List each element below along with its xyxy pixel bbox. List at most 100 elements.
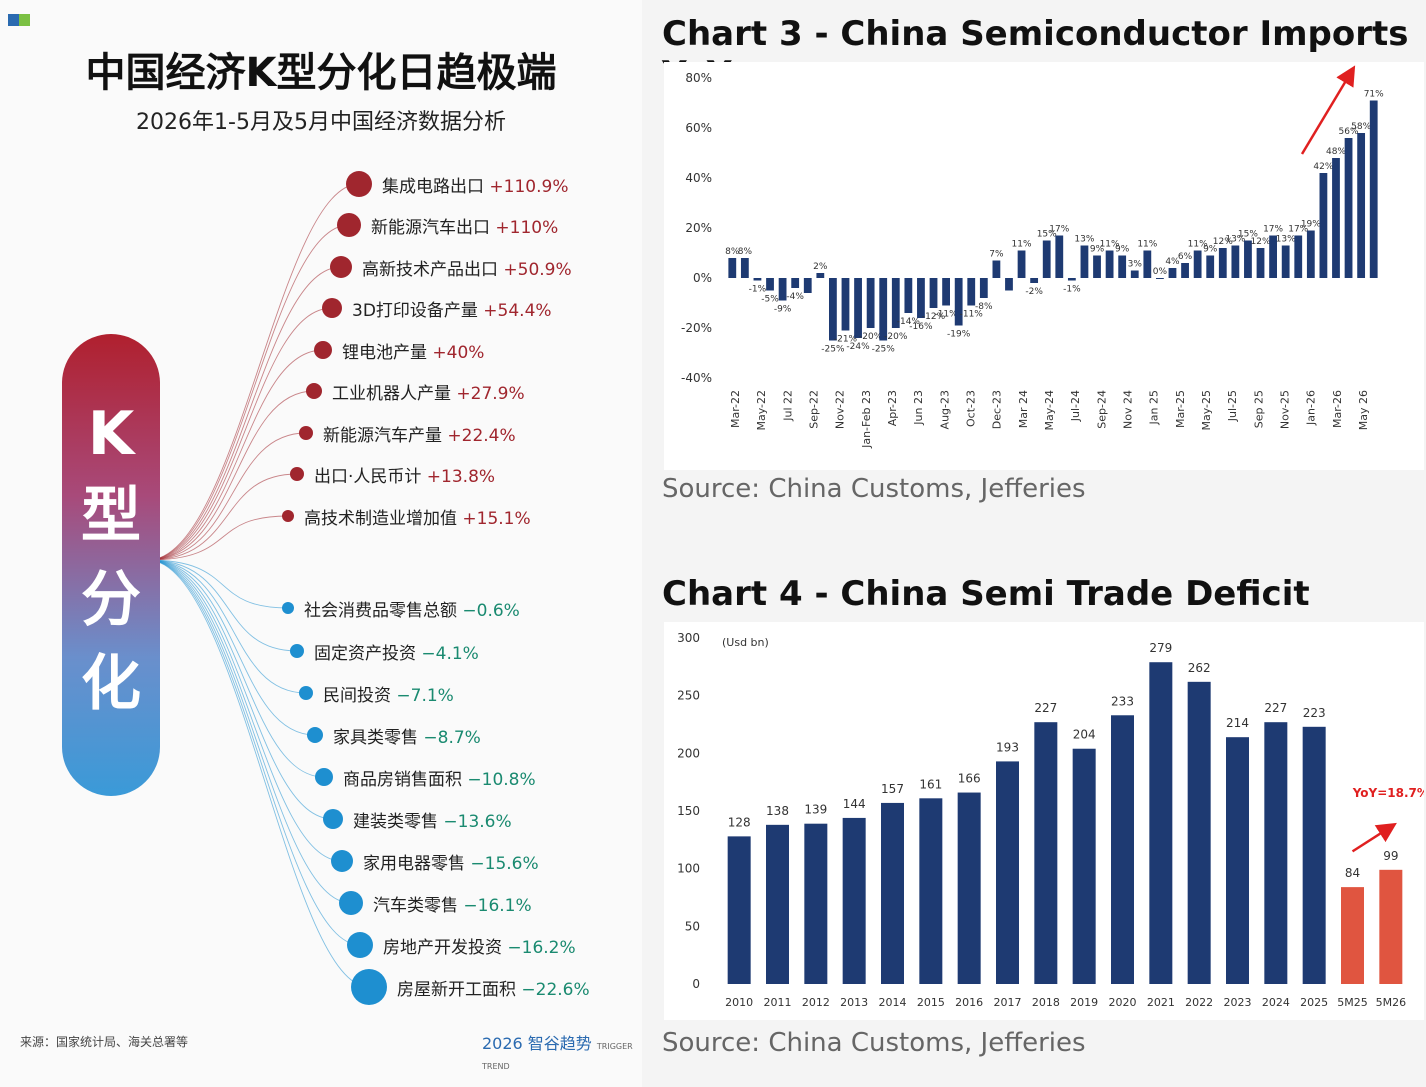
chart4-bar [1302, 726, 1326, 984]
branch-line [147, 473, 298, 561]
x-tick-label: Jan 25 [1148, 390, 1161, 425]
chart3-bar [728, 258, 737, 278]
indicator-item: 家具类零售 −8.7% [333, 723, 481, 748]
x-tick-label: 2017 [994, 996, 1022, 1009]
x-tick-label: 2014 [879, 996, 907, 1009]
indicator-label: 社会消费品零售总额 [304, 601, 457, 621]
chart3-data-label: 17% [1288, 225, 1308, 235]
indicator-value: +110.9% [484, 177, 569, 197]
chart4-data-label: 161 [919, 777, 942, 791]
indicator-item: 民间投资 −7.1% [323, 681, 454, 706]
chart3-bar [1156, 278, 1164, 279]
indicator-item: 家用电器零售 −15.6% [363, 849, 539, 874]
chart3-bar [753, 278, 762, 281]
indicator-value: +54.4% [477, 301, 552, 321]
chart3-bar [942, 278, 950, 306]
x-tick-label: Sep-22 [808, 390, 821, 429]
chart4-bar [1341, 887, 1364, 984]
chart4-bar [1379, 869, 1403, 984]
chart4-data-label: 214 [1226, 716, 1249, 730]
chart3-bar [1168, 268, 1177, 278]
branch-line [147, 559, 370, 988]
x-tick-label: 2012 [802, 996, 830, 1009]
y-tick-label: 40% [685, 171, 712, 185]
indicator-item: 建装类零售 −13.6% [353, 807, 512, 832]
chart4-bar [1034, 722, 1058, 984]
chart4-bar [1187, 681, 1211, 984]
chart4-source: Source: China Customs, Jefferies [662, 1028, 1086, 1058]
chart3-data-label: 9% [1115, 245, 1130, 255]
y-tick-label: 80% [685, 71, 712, 85]
branch-line [147, 183, 360, 561]
chart3-data-label: -24% [846, 342, 870, 352]
marker-dot [315, 768, 333, 786]
chart4-data-label: 223 [1303, 706, 1326, 720]
chart3-data-label: 17% [1263, 225, 1283, 235]
branch-lines [147, 171, 387, 1005]
chart3-data-label: 42% [1313, 162, 1333, 172]
x-tick-label: 2020 [1109, 996, 1137, 1009]
y-tick-label: 200 [677, 746, 700, 760]
x-tick-label: May-25 [1200, 390, 1213, 431]
marker-dot [331, 850, 353, 872]
y-tick-label: 0% [693, 271, 712, 285]
chart3-bar [854, 278, 862, 338]
indicator-label: 房地产开发投资 [383, 938, 502, 958]
chart3-svg: 80%60%40%20%0%-20%-40%8%8%-1%-5%-9%-4%2%… [681, 65, 1384, 449]
chart3-data-label: 12% [1213, 237, 1233, 247]
chart3-bar [1080, 245, 1089, 278]
chart3-bar [1181, 263, 1189, 278]
x-tick-label: 2024 [1262, 996, 1290, 1009]
indicator-item: 新能源汽车产量 +22.4% [323, 421, 516, 446]
chart4-data-label: 227 [1264, 701, 1287, 715]
y-tick-label: -40% [681, 371, 712, 385]
x-tick-label: Nov-25 [1278, 390, 1291, 429]
indicator-label: 建装类零售 [353, 812, 438, 832]
hua-char: 化 [81, 649, 141, 719]
x-tick-label: Oct-23 [965, 390, 978, 427]
chart3-data-label: 2% [813, 262, 828, 272]
x-tick-label: 2018 [1032, 996, 1060, 1009]
chart3-bar [917, 278, 925, 318]
x-tick-label: 2019 [1070, 996, 1098, 1009]
marker-dot [282, 510, 294, 522]
chart3-data-label: -1% [749, 285, 767, 295]
chart3-bar [829, 278, 837, 341]
chart3-bar [1093, 255, 1101, 278]
branch-line [147, 559, 352, 904]
x-tick-label: Nov-22 [834, 390, 847, 429]
chart3-data-label: -16% [909, 322, 933, 332]
indicator-label: 高新技术产品出口 [362, 260, 498, 280]
indicator-value: +50.9% [498, 260, 572, 280]
chart4-svg: 300 250 200 150 100 50 0 (Usd bn) 128 2010 138 2011… [677, 631, 1426, 1009]
chart3-data-label: 13% [1074, 235, 1094, 245]
indicator-value: −13.6% [438, 812, 512, 832]
indicator-item: 房地产开发投资 −16.2% [383, 933, 576, 958]
x-tick-label: May-24 [1043, 390, 1056, 431]
x-tick-label: May-22 [755, 390, 768, 431]
chart3-bar [1005, 278, 1013, 291]
x-tick-label: Jul-25 [1226, 390, 1239, 422]
chart3-bar [1332, 158, 1340, 278]
x-tick-label: Jan-Feb 23 [860, 390, 873, 449]
chart3-bar [866, 278, 875, 328]
chart3-bar [1319, 173, 1328, 278]
chart3-data-label: 8% [725, 247, 740, 257]
chart3-data-label: -8% [975, 302, 993, 312]
x-tick-label: Mar 24 [1017, 390, 1030, 428]
indicator-label: 商品房销售面积 [343, 770, 462, 790]
chart3-bar [1130, 270, 1139, 278]
brand-logo-text: 2026 智谷趋势 [482, 1034, 592, 1053]
chart3-data-label: -20% [884, 332, 908, 342]
chart4-plot: 300 250 200 150 100 50 0 (Usd bn) 128 2010 138 2011… [664, 622, 1426, 1020]
k-char: K [87, 399, 135, 469]
chart3-bar [954, 278, 963, 326]
x-tick-label: Sep-24 [1095, 390, 1108, 429]
indicator-item: 工业机器人产量 +27.9% [332, 379, 525, 404]
marker-dot [346, 171, 372, 197]
x-tick-label: 2016 [955, 996, 983, 1009]
indicator-value: −4.1% [416, 644, 479, 664]
x-tick-label: 5M26 [1376, 996, 1407, 1009]
branch-line [147, 559, 361, 946]
y-tick-label: 0 [692, 977, 700, 991]
